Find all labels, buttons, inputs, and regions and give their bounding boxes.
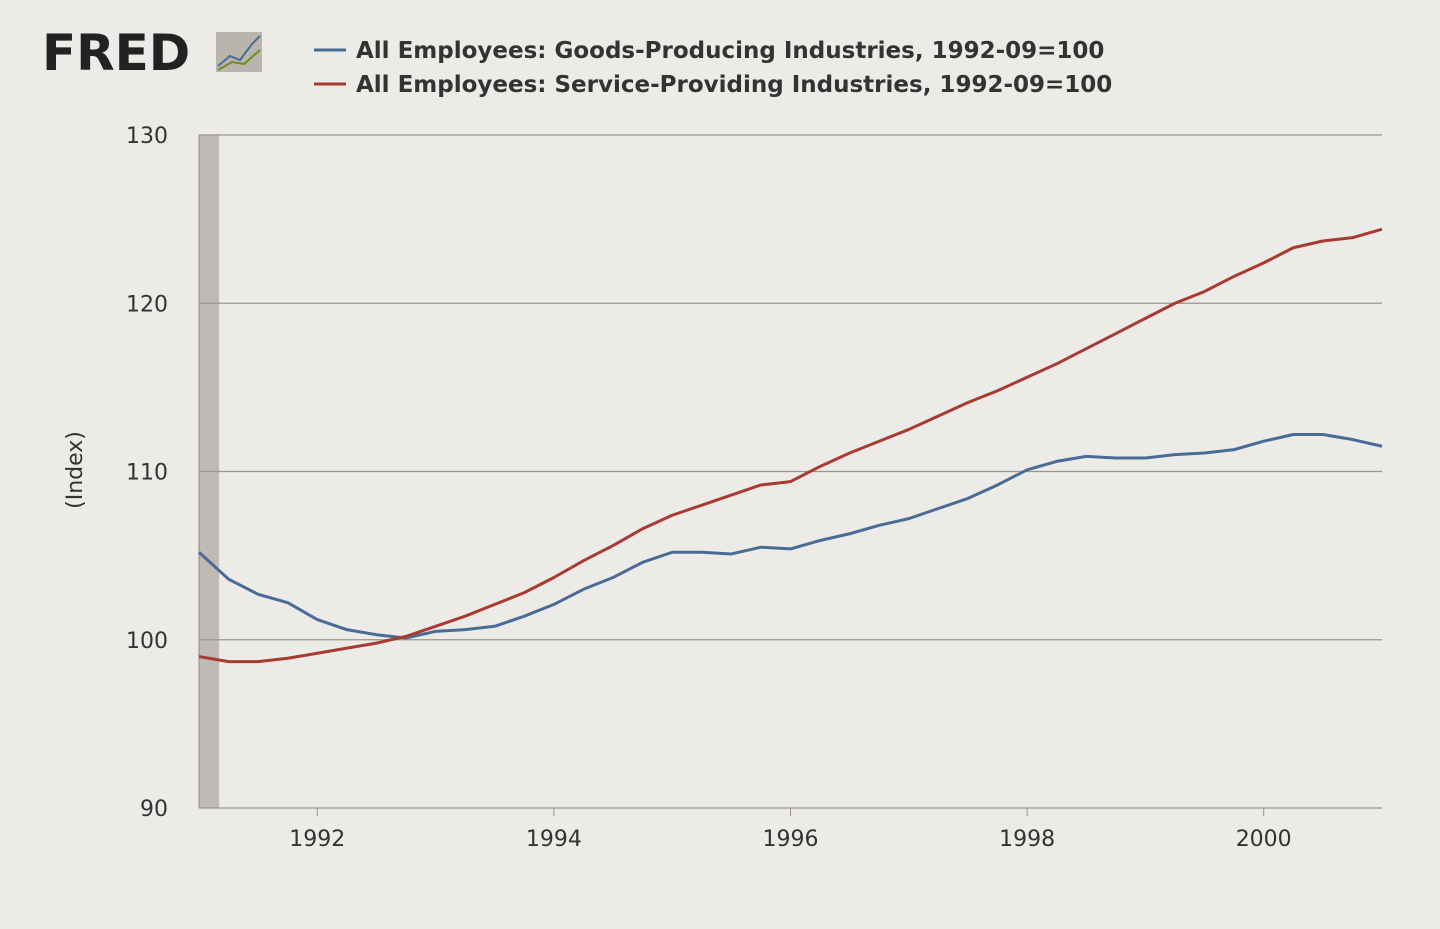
legend-label: All Employees: Service-Providing Industr…	[356, 72, 1112, 98]
x-tick-label: 1994	[526, 827, 582, 852]
y-tick-label: 90	[140, 797, 168, 822]
y-tick-label: 120	[126, 292, 168, 317]
y-tick-label: 130	[126, 124, 168, 149]
y-tick-label: 110	[126, 461, 168, 486]
x-tick-label: 1998	[999, 827, 1055, 852]
y-axis-label: (Index)	[63, 431, 88, 509]
logo: FRED	[42, 24, 190, 82]
x-tick-label: 1992	[289, 827, 345, 852]
x-tick-label: 2000	[1236, 827, 1292, 852]
series-line	[198, 227, 1383, 664]
series-line	[197, 432, 1383, 640]
y-tick-label: 100	[126, 629, 168, 654]
logo-icon	[216, 32, 262, 72]
legend-label: All Employees: Goods-Producing Industrie…	[356, 38, 1104, 64]
x-tick-label: 1996	[763, 827, 819, 852]
